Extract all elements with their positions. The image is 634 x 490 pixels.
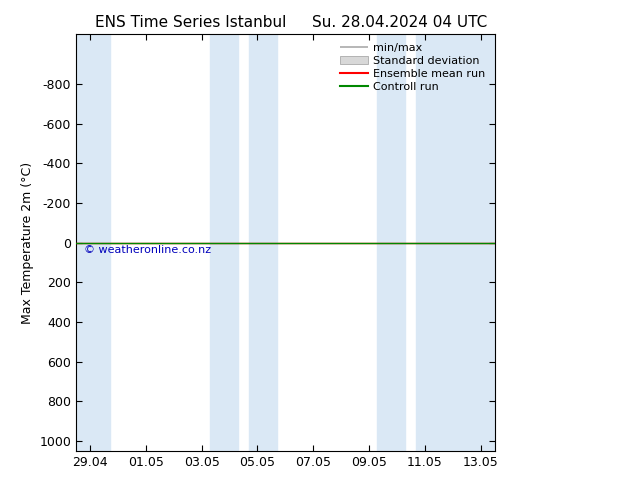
Text: ENS Time Series Istanbul: ENS Time Series Istanbul <box>94 15 286 30</box>
Text: Su. 28.04.2024 04 UTC: Su. 28.04.2024 04 UTC <box>312 15 487 30</box>
Bar <box>76 34 110 451</box>
Bar <box>249 34 277 451</box>
Bar <box>417 34 495 451</box>
Y-axis label: Max Temperature 2m (°C): Max Temperature 2m (°C) <box>21 162 34 323</box>
Bar <box>377 34 405 451</box>
Legend: min/max, Standard deviation, Ensemble mean run, Controll run: min/max, Standard deviation, Ensemble me… <box>337 40 489 95</box>
Bar <box>210 34 238 451</box>
Text: © weatheronline.co.nz: © weatheronline.co.nz <box>84 245 212 255</box>
